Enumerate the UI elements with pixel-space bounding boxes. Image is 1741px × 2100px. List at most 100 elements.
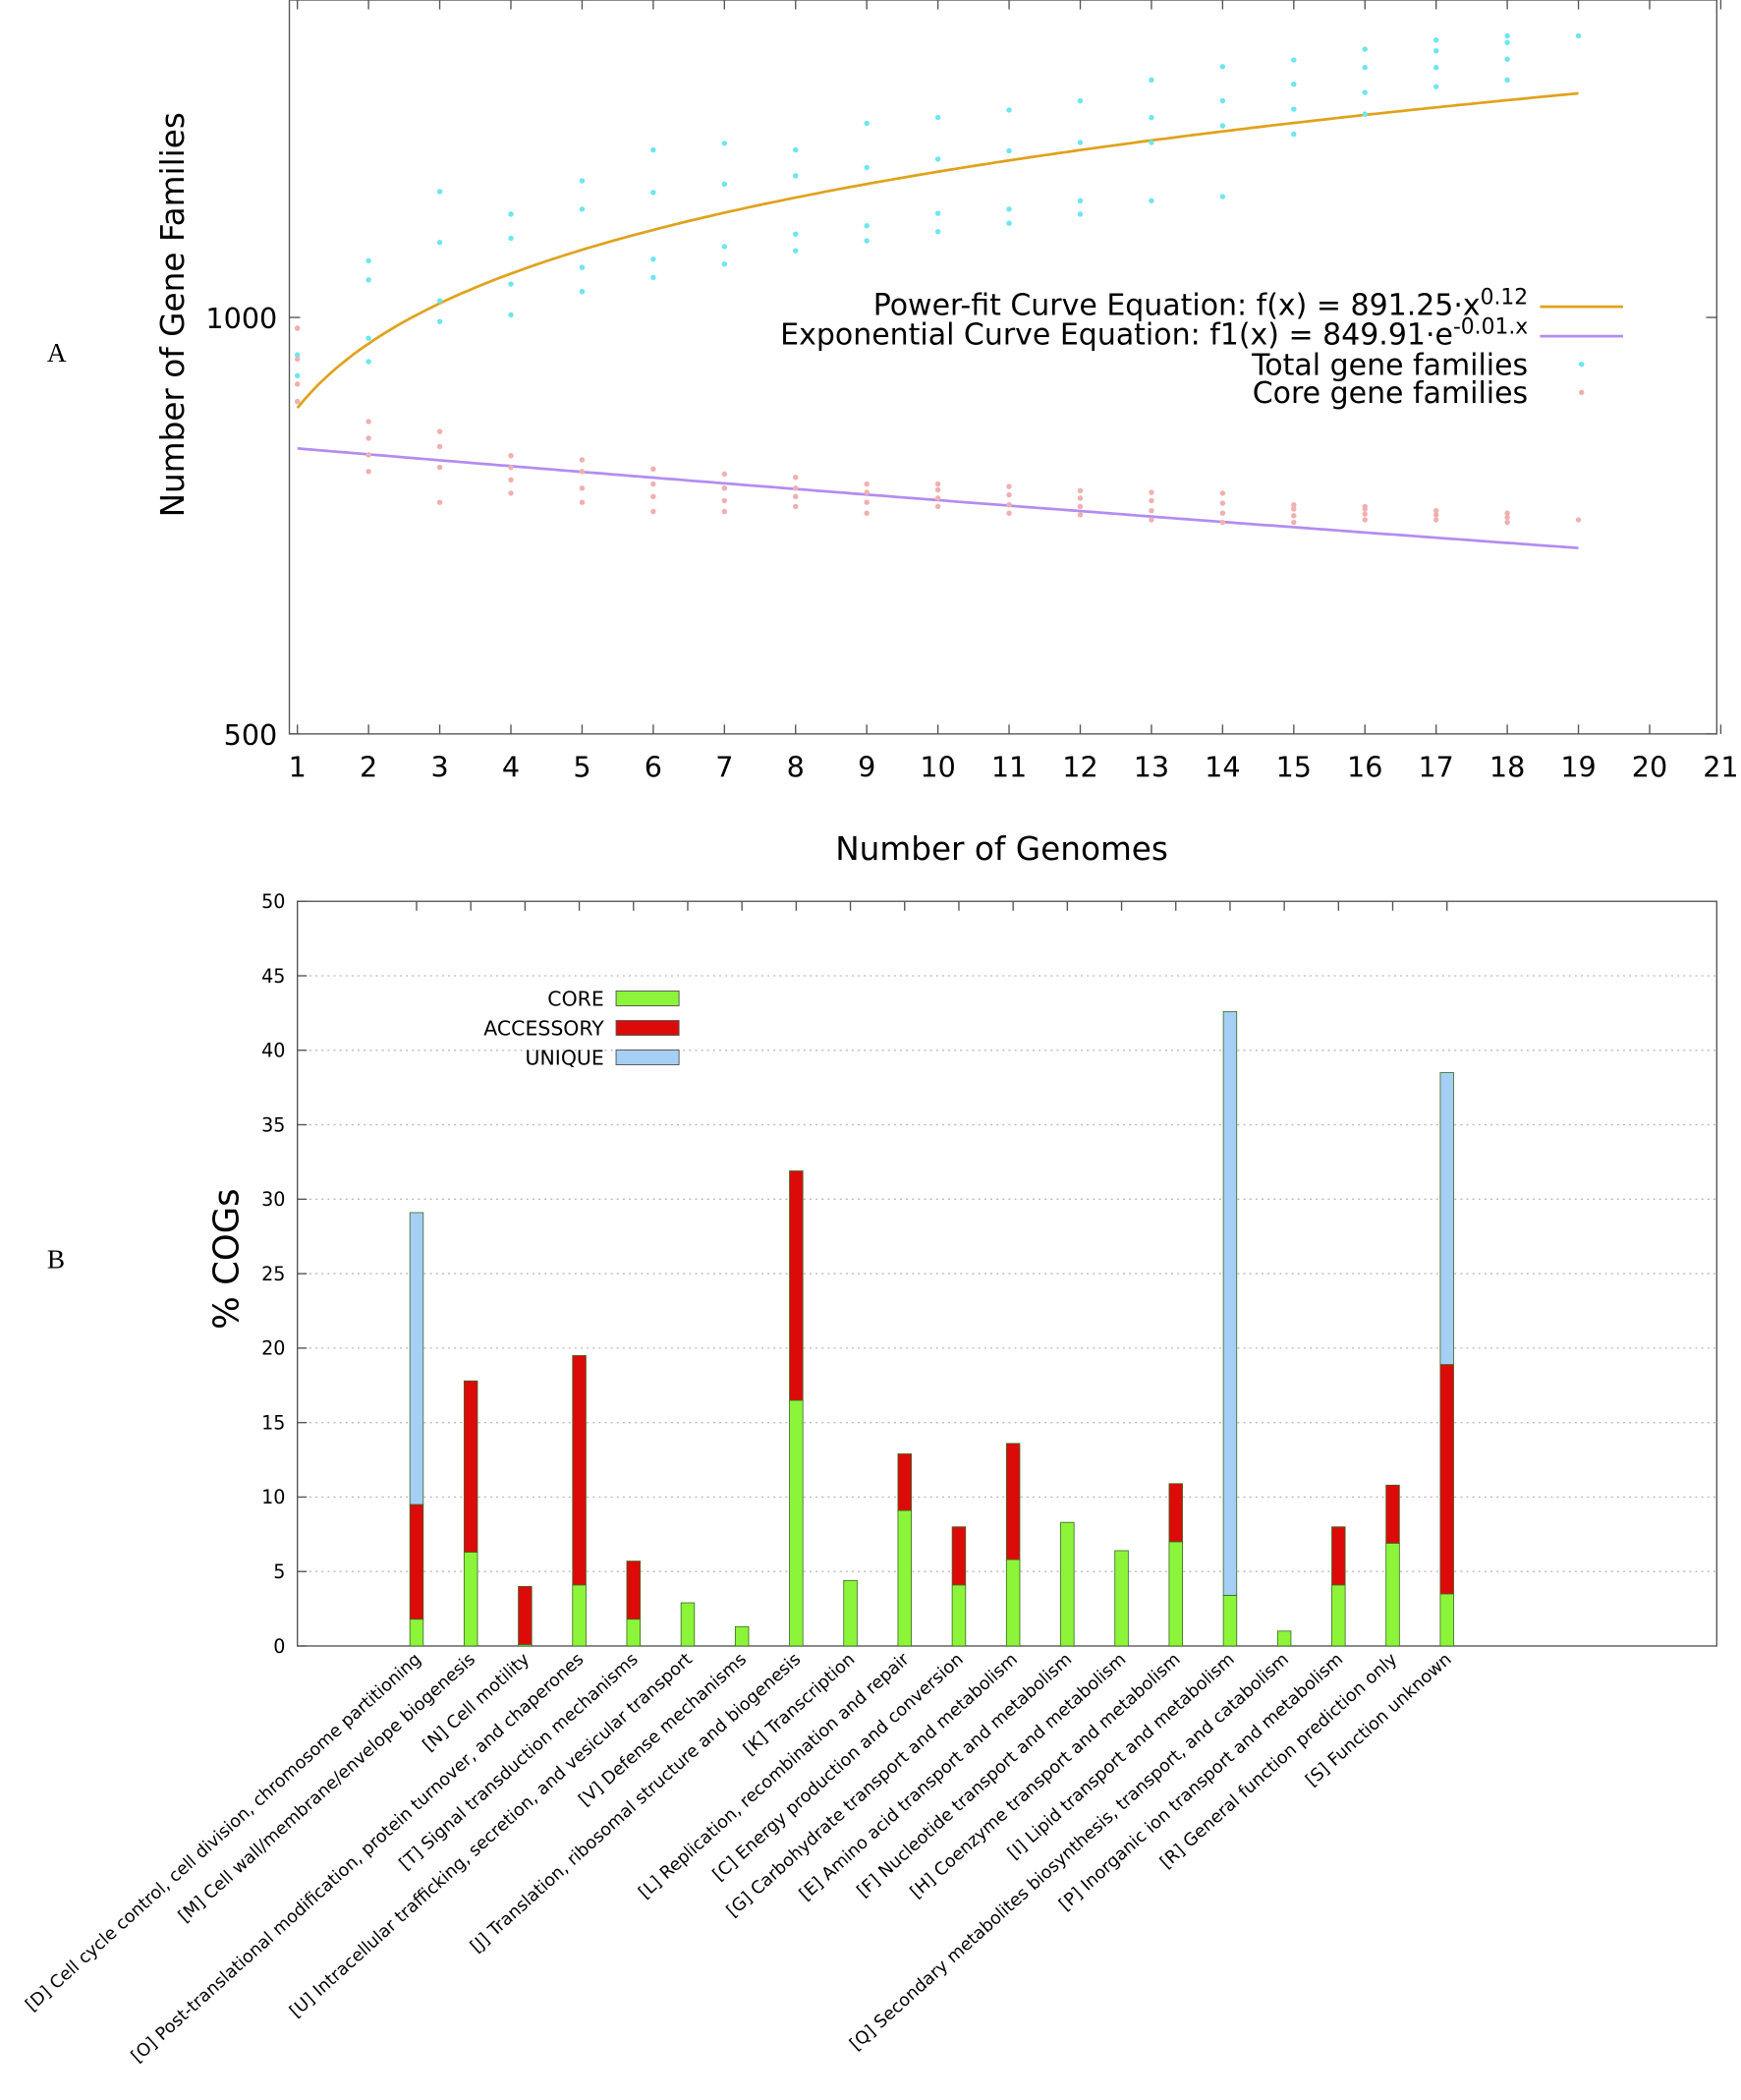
- legend-label-a: Core gene families: [1253, 376, 1528, 411]
- total-point: [1077, 97, 1084, 104]
- core-point: [934, 481, 941, 487]
- core-point: [1219, 490, 1226, 496]
- core-point: [579, 469, 586, 475]
- total-point: [1006, 107, 1012, 113]
- total-point: [1432, 48, 1439, 54]
- core-point: [1006, 502, 1012, 508]
- legend-equation: Power-fit Curve Equation: f(x) = 891.25·…: [873, 288, 1481, 322]
- total-point: [365, 257, 371, 264]
- core-point: [1291, 502, 1297, 508]
- total-point: [793, 173, 799, 179]
- core-point: [1432, 517, 1439, 523]
- core-point: [365, 435, 371, 441]
- core-point: [721, 497, 728, 504]
- core-point: [721, 508, 728, 515]
- bar-accessory: [518, 1585, 533, 1645]
- x-tick-label-a: 9: [858, 750, 875, 783]
- y-tick-label-a: 1000: [205, 302, 277, 335]
- core-point: [508, 490, 514, 496]
- total-point: [721, 261, 728, 267]
- bar-core: [1005, 1559, 1021, 1647]
- legend-label-a: Exponential Curve Equation: f1(x) = 849.…: [780, 314, 1528, 352]
- core-point: [1291, 506, 1297, 512]
- total-point: [1077, 211, 1084, 217]
- bar-accessory: [1385, 1484, 1400, 1544]
- total-point: [1219, 194, 1226, 199]
- total-point: [721, 244, 728, 250]
- core-point: [1291, 513, 1297, 519]
- x-axis-label-a: Number of Genomes: [835, 830, 1168, 868]
- total-point: [650, 255, 656, 262]
- bar-unique: [409, 1212, 424, 1505]
- total-point: [1291, 131, 1297, 138]
- core-point: [365, 452, 371, 458]
- legend-equation: Exponential Curve Equation: f1(x) = 849.…: [780, 317, 1453, 352]
- total-point: [436, 189, 443, 195]
- legend-point-swatch: [1578, 361, 1585, 368]
- core-point: [1149, 497, 1154, 504]
- core-point: [294, 325, 301, 331]
- legend-exponent: -0.01.x: [1453, 314, 1528, 339]
- total-point: [650, 146, 656, 153]
- total-point: [793, 231, 799, 237]
- core-point: [864, 489, 870, 495]
- core-point: [1219, 519, 1226, 526]
- bar-core: [843, 1579, 858, 1647]
- plot-frame-a: [288, 0, 1718, 735]
- total-point: [1504, 56, 1510, 62]
- core-point: [1149, 507, 1154, 514]
- core-point: [1575, 517, 1582, 523]
- total-point: [650, 274, 656, 281]
- core-point: [934, 503, 941, 510]
- core-point: [1006, 491, 1012, 498]
- y-tick-label-b: 45: [261, 966, 285, 988]
- x-tick-label-a: 14: [1205, 750, 1240, 783]
- total-point: [508, 211, 514, 217]
- y-tick-label-b: 50: [261, 891, 285, 913]
- total-point: [1432, 64, 1439, 71]
- total-point: [1362, 64, 1368, 71]
- bar-core: [1276, 1630, 1292, 1647]
- total-point: [365, 359, 371, 365]
- total-point: [1006, 206, 1012, 212]
- legend-point-swatch: [1578, 389, 1585, 396]
- total-point: [1149, 114, 1154, 121]
- bar-accessory: [572, 1355, 587, 1586]
- total-point: [579, 264, 586, 270]
- core-point: [650, 508, 656, 515]
- x-tick-label-a: 5: [573, 750, 590, 783]
- x-tick-label-a: 20: [1632, 750, 1667, 783]
- core-point: [294, 356, 301, 363]
- core-point: [1219, 500, 1226, 506]
- total-point: [1149, 77, 1154, 84]
- bar-core: [1222, 1595, 1238, 1647]
- total-point: [365, 335, 371, 341]
- core-point: [1432, 512, 1439, 518]
- bar-core: [572, 1584, 587, 1647]
- bar-accessory: [1439, 1364, 1454, 1595]
- core-point: [579, 485, 586, 491]
- core-point: [1432, 507, 1439, 514]
- bar-core: [626, 1618, 641, 1647]
- x-tick-label-a: 12: [1062, 750, 1097, 783]
- core-point: [1504, 519, 1510, 526]
- core-point: [579, 457, 586, 463]
- total-point: [721, 181, 728, 188]
- core-point: [864, 499, 870, 505]
- legend-label-b: UNIQUE: [526, 1046, 604, 1069]
- bar-accessory: [1005, 1443, 1021, 1561]
- total-point: [1291, 81, 1297, 87]
- total-point: [1504, 77, 1510, 84]
- bar-core: [1168, 1541, 1183, 1647]
- x-tick-label-a: 10: [920, 750, 955, 783]
- category-label: [U] Intracellular trafficking, secretion…: [286, 1650, 696, 2022]
- y-axis-label-a: Number of Gene Families: [154, 112, 192, 517]
- x-tick-label-a: 4: [502, 750, 520, 783]
- total-point: [1575, 32, 1582, 39]
- total-point: [934, 114, 941, 121]
- total-point: [1504, 39, 1510, 45]
- y-tick-label-b: 0: [273, 1636, 285, 1658]
- bar-accessory: [409, 1504, 424, 1620]
- x-tick-label-a: 16: [1347, 750, 1382, 783]
